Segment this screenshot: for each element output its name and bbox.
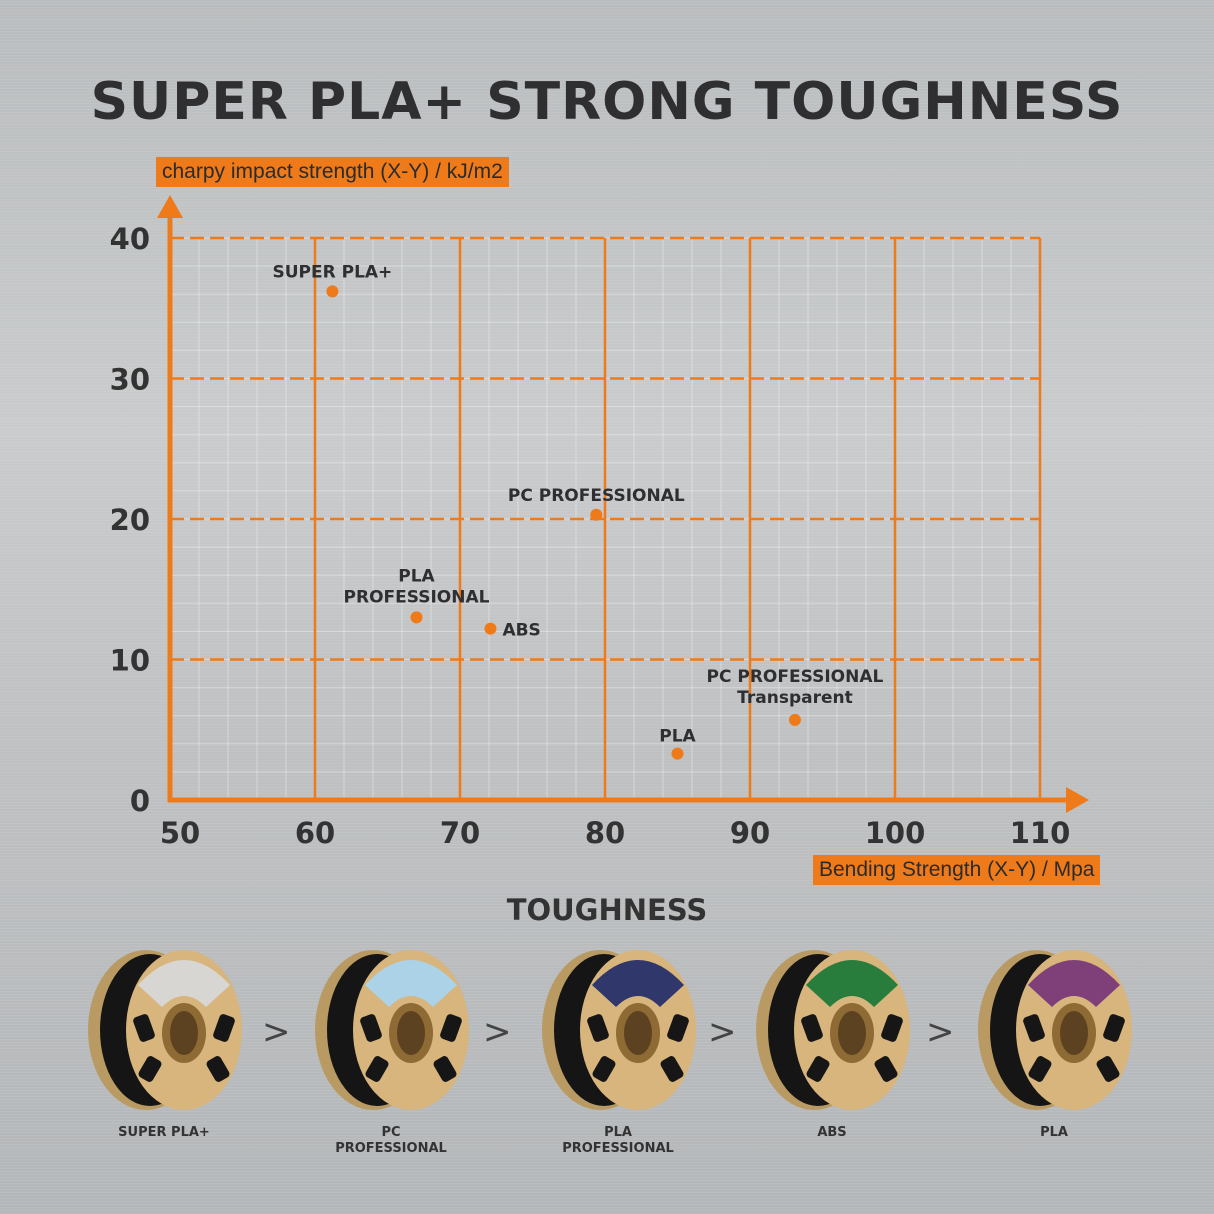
- filament-spool-icon: [315, 950, 469, 1110]
- data-point-label: PLA PROFESSIONAL: [344, 566, 490, 607]
- greater-than-separator: >: [483, 1012, 512, 1052]
- spool-label: PLA: [1040, 1125, 1068, 1140]
- data-point: [484, 622, 497, 635]
- x-tick-label: 60: [295, 816, 335, 850]
- greater-than-separator: >: [926, 1012, 955, 1052]
- scatter-chart: 50 60 70 80 90 100 110 0 10 20 30 40 SUPER PLA+ PC PR…: [110, 195, 1089, 850]
- label-line: PLA: [398, 566, 435, 586]
- data-point: [671, 747, 684, 760]
- x-tick-label: 110: [1010, 816, 1071, 850]
- spool-label: PLA PROFESSIONAL: [562, 1125, 674, 1156]
- label-line: PC PROFESSIONAL: [707, 667, 884, 687]
- data-point-label: SUPER PLA+: [272, 262, 392, 282]
- y-tick-label: 30: [110, 363, 150, 397]
- spool-label: ABS: [817, 1125, 847, 1140]
- spool-item: SUPER PLA+: [84, 945, 244, 1141]
- data-point-label: PC PROFESSIONAL: [508, 486, 685, 506]
- spool-item: PC PROFESSIONAL: [311, 945, 471, 1157]
- y-axis-label: charpy impact strength (X-Y) / kJ/m2: [156, 157, 509, 187]
- data-point-label: ABS: [502, 621, 540, 641]
- x-tick-label: 70: [440, 816, 480, 850]
- greater-than-separator: >: [708, 1012, 737, 1052]
- filament-spool-icon: [756, 950, 910, 1110]
- data-point: [326, 285, 339, 298]
- x-axis-arrow-icon: [1066, 787, 1089, 813]
- spool-label: PC PROFESSIONAL: [335, 1125, 447, 1156]
- y-tick-label: 10: [110, 644, 150, 678]
- x-tick-label: 90: [730, 816, 770, 850]
- x-tick-label: 80: [585, 816, 625, 850]
- filament-spool-icon: [978, 950, 1132, 1110]
- x-tick-label: 50: [160, 816, 200, 850]
- y-tick-label: 40: [110, 222, 150, 256]
- y-tick-label: 20: [110, 503, 150, 537]
- data-point-label: PLA: [659, 727, 696, 747]
- spool-item: PLA PROFESSIONAL: [538, 945, 698, 1157]
- label-line: PROFESSIONAL: [344, 587, 490, 607]
- ranking-title: TOUGHNESS: [506, 893, 708, 927]
- spool-item: ABS: [752, 945, 912, 1141]
- y-axis-arrow-icon: [157, 195, 183, 218]
- data-point: [788, 713, 801, 726]
- filament-spool-icon: [88, 950, 242, 1110]
- page-title: SUPER PLA+ STRONG TOUGHNESS: [90, 72, 1124, 132]
- label-line: Transparent: [737, 688, 853, 708]
- x-tick-label: 100: [865, 816, 926, 850]
- data-point: [590, 508, 603, 521]
- filament-spool-icon: [542, 950, 696, 1110]
- data-point-label: PC PROFESSIONAL Transparent: [707, 667, 884, 708]
- x-axis-label: Bending Strength (X-Y) / Mpa: [813, 855, 1101, 885]
- spool-label: SUPER PLA+: [118, 1125, 210, 1140]
- data-point: [410, 611, 423, 624]
- spool-item: PLA: [974, 945, 1134, 1141]
- greater-than-separator: >: [262, 1012, 291, 1052]
- y-tick-label: 0: [130, 784, 150, 818]
